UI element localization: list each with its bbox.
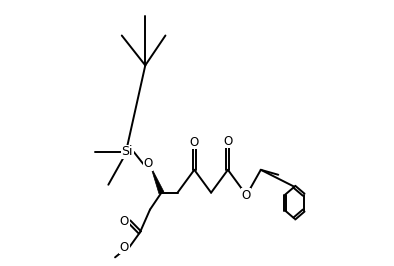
Text: O: O <box>120 241 129 254</box>
Polygon shape <box>151 166 164 194</box>
Text: O: O <box>190 136 199 149</box>
Text: O: O <box>223 135 232 148</box>
Text: O: O <box>242 189 251 202</box>
Text: Si: Si <box>121 146 133 158</box>
Text: O: O <box>143 157 152 170</box>
Text: O: O <box>120 215 129 228</box>
